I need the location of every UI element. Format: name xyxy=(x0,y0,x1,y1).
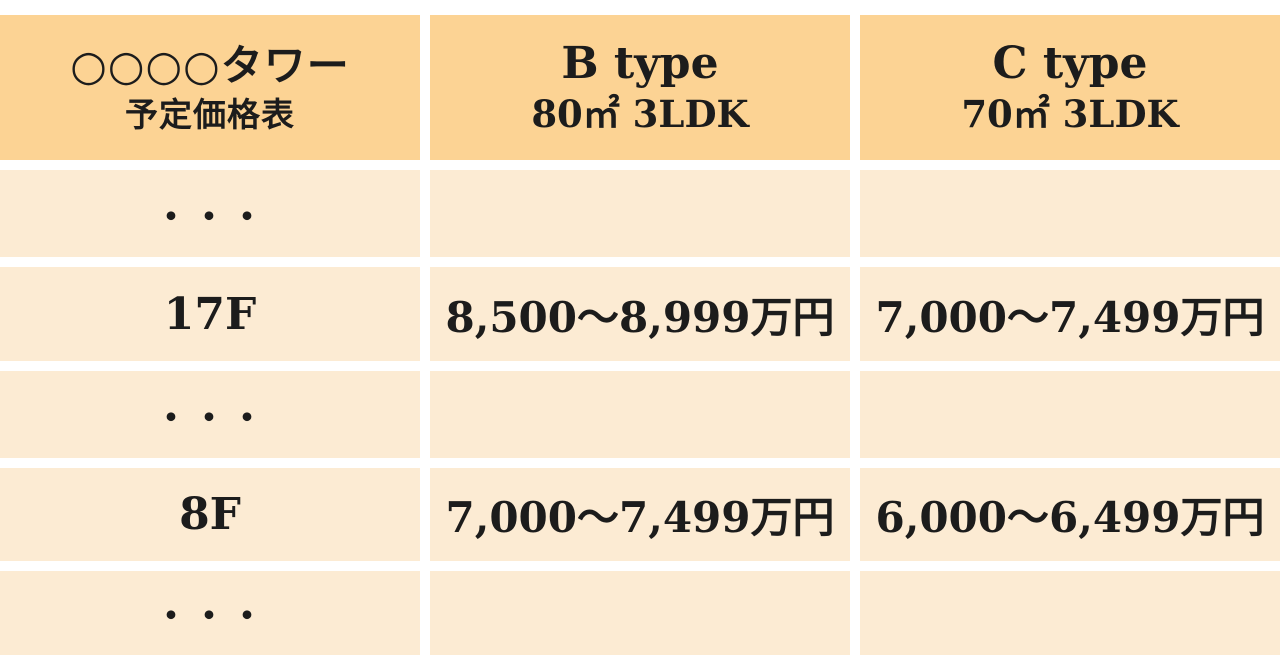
ellipsis-cell: ・・・ xyxy=(0,170,420,257)
ellipsis-cell: ・・・ xyxy=(0,371,420,458)
price-cell-empty xyxy=(860,371,1280,458)
b-type-name: B type xyxy=(561,38,719,90)
table-title: ○○○○タワー xyxy=(70,40,350,90)
column-header-b-type: B type 80㎡ 3LDK xyxy=(430,15,850,160)
price-cell: 7,000〜7,499万円 xyxy=(430,468,850,561)
ellipsis-cell: ・・・ xyxy=(0,571,420,655)
floor-cell: 17F xyxy=(0,267,420,361)
price-cell: 6,000〜6,499万円 xyxy=(860,468,1280,561)
c-type-name: C type xyxy=(992,38,1148,90)
price-cell-empty xyxy=(430,170,850,257)
price-cell: 8,500〜8,999万円 xyxy=(430,267,850,361)
price-cell-empty xyxy=(860,571,1280,655)
c-type-spec: 70㎡ 3LDK xyxy=(961,91,1179,136)
floor-cell: 8F xyxy=(0,468,420,561)
price-cell-empty xyxy=(430,571,850,655)
price-cell-empty xyxy=(430,371,850,458)
table-title-cell: ○○○○タワー 予定価格表 xyxy=(0,15,420,160)
price-cell: 7,000〜7,499万円 xyxy=(860,267,1280,361)
b-type-spec: 80㎡ 3LDK xyxy=(531,91,749,136)
price-cell-empty xyxy=(860,170,1280,257)
column-header-c-type: C type 70㎡ 3LDK xyxy=(860,15,1280,160)
table-subtitle: 予定価格表 xyxy=(125,95,295,134)
